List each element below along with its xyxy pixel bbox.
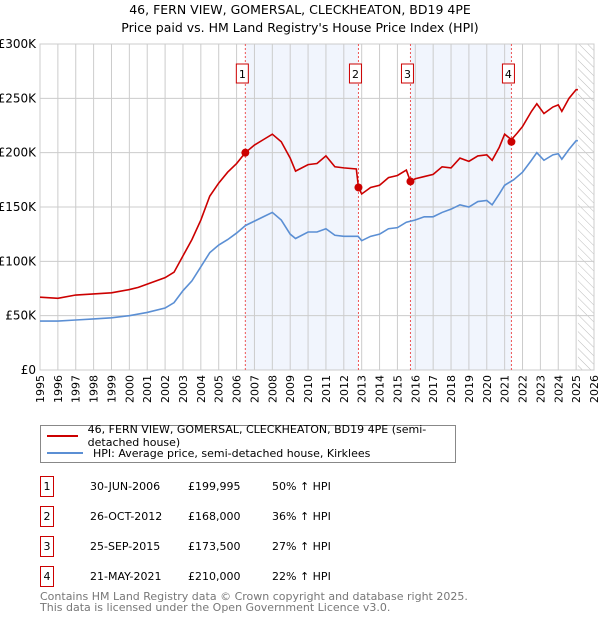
y-tick-label: £250K <box>0 91 37 105</box>
sale-date: 21-MAY-2021 <box>90 570 162 583</box>
footer-licence: This data is licensed under the Open Gov… <box>40 601 391 614</box>
sale-marker-badge: 3 <box>40 536 54 557</box>
y-tick-label: £0 <box>21 363 36 377</box>
x-tick-label: 1995 <box>34 375 47 403</box>
sale-label: 1 <box>239 68 246 81</box>
x-tick-label: 1997 <box>70 375 83 403</box>
sale-label: 3 <box>404 68 411 81</box>
sale-point <box>241 148 250 157</box>
sale-marker-badge: 4 <box>40 566 54 587</box>
sale-label-box <box>235 63 249 84</box>
sale-marker-badge: 2 <box>40 506 54 527</box>
legend-swatch-blue <box>47 452 83 454</box>
chart-subtitle: Price paid vs. HM Land Registry's House … <box>121 20 479 35</box>
x-tick-label: 2013 <box>356 375 369 403</box>
y-tick-label: £200K <box>0 146 37 160</box>
x-tick-label: 2017 <box>427 375 440 403</box>
sale-hpi-diff: 22% ↑ HPI <box>272 570 331 583</box>
sale-hpi-diff: 50% ↑ HPI <box>272 480 331 493</box>
sale-date: 25-SEP-2015 <box>90 540 161 553</box>
y-tick-label: £100K <box>0 254 37 268</box>
x-tick-label: 2004 <box>195 375 208 403</box>
chart-plot: 1995 1996 1997 1998 1999 2000 2001 2002 2003 2004… <box>0 37 600 403</box>
x-tick-label: 2025 <box>570 375 583 403</box>
sale-date: 30-JUN-2006 <box>90 480 161 493</box>
legend-label: 46, FERN VIEW, GOMERSAL, CLECKHEATON, BD… <box>87 423 427 449</box>
x-tick-label: 2018 <box>445 375 458 403</box>
x-tick-label: 2001 <box>141 375 154 403</box>
x-tick-label: 2024 <box>552 375 565 403</box>
y-tick-label: £300K <box>0 37 37 51</box>
sale-hpi-diff: 36% ↑ HPI <box>272 510 331 523</box>
y-tick-label: £50K <box>5 309 37 323</box>
x-tick-label: 2006 <box>231 375 244 403</box>
x-tick-label: 2010 <box>302 375 315 403</box>
x-tick-label: 2007 <box>248 375 261 403</box>
sale-row: 4 21-MAY-2021 £210,000 22% ↑ HPI <box>40 566 600 588</box>
x-tick-label: 2000 <box>123 375 136 403</box>
sale-label-box <box>501 63 515 84</box>
x-tick-label: 2009 <box>284 375 297 403</box>
x-tick-label: 1996 <box>52 375 65 403</box>
sale-row: 3 25-SEP-2015 £173,500 27% ↑ HPI <box>40 536 600 558</box>
sale-row: 2 26-OCT-2012 £168,000 36% ↑ HPI <box>40 506 600 528</box>
x-tick-label: 2016 <box>409 375 422 403</box>
sale-price: £199,995 <box>188 480 241 493</box>
legend-item-property: 46, FERN VIEW, GOMERSAL, CLECKHEATON, BD… <box>47 423 455 449</box>
sale-hpi-diff: 27% ↑ HPI <box>272 540 331 553</box>
sale-point <box>406 177 415 186</box>
x-tick-label: 2020 <box>481 375 494 403</box>
sale-point <box>354 183 363 192</box>
x-tick-label: 2002 <box>159 375 172 403</box>
sale-point <box>507 137 516 146</box>
x-tick-label: 2015 <box>391 375 404 403</box>
x-tick-label: 2026 <box>588 375 600 403</box>
sale-marker-badge: 1 <box>40 476 54 497</box>
hpi-line <box>40 139 578 322</box>
sale-price: £173,500 <box>188 540 241 553</box>
y-tick-label: £150K <box>0 200 37 214</box>
sale-date: 26-OCT-2012 <box>90 510 163 523</box>
x-tick-label: 1999 <box>105 375 118 403</box>
sale-price: £210,000 <box>188 570 241 583</box>
sale-label-box <box>348 63 362 84</box>
x-tick-label: 1998 <box>88 375 101 403</box>
sale-label: 4 <box>505 68 512 81</box>
plot-border <box>39 43 595 371</box>
x-tick-label: 2021 <box>499 375 512 403</box>
x-tick-label: 2008 <box>266 375 279 403</box>
sale-label: 2 <box>352 68 359 81</box>
x-tick-label: 2023 <box>534 375 547 403</box>
legend-item-hpi: HPI: Average price, semi-detached house,… <box>47 445 370 461</box>
x-tick-label: 2019 <box>463 375 476 403</box>
legend-swatch-red <box>47 435 78 437</box>
legend: 46, FERN VIEW, GOMERSAL, CLECKHEATON, BD… <box>40 423 456 463</box>
legend-label: HPI: Average price, semi-detached house,… <box>93 446 371 460</box>
sale-row: 1 30-JUN-2006 £199,995 50% ↑ HPI <box>40 476 600 498</box>
x-tick-label: 2011 <box>320 375 333 403</box>
x-tick-label: 2005 <box>213 375 226 403</box>
footer-copyright: Contains HM Land Registry data © Crown c… <box>40 590 468 603</box>
x-tick-label: 2014 <box>374 375 387 403</box>
chart-title: 46, FERN VIEW, GOMERSAL, CLECKHEATON, BD… <box>129 2 471 17</box>
sale-label-box <box>400 63 414 84</box>
x-tick-label: 2012 <box>338 375 351 403</box>
sale-price: £168,000 <box>188 510 241 523</box>
x-tick-label: 2022 <box>517 375 530 403</box>
x-tick-label: 2003 <box>177 375 190 403</box>
